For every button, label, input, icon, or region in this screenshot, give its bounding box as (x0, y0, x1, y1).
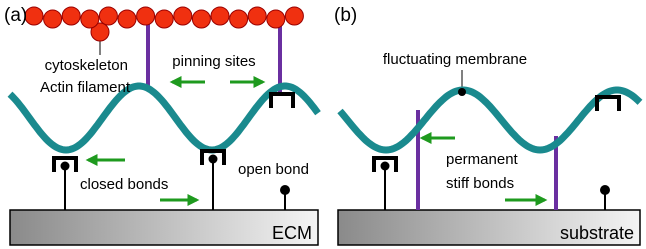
label: permanent (446, 151, 519, 168)
actin-monomer (62, 7, 80, 25)
open-bond (280, 185, 290, 195)
actin-monomer (285, 7, 303, 25)
pointer-dot (458, 88, 466, 96)
label: stiff bonds (446, 175, 514, 192)
actin-filament (25, 7, 303, 41)
panel-label: (b) (334, 5, 357, 26)
actin-monomer (230, 10, 248, 28)
panel-b: (b) fluctuating membrane permanent stiff… (334, 5, 640, 245)
base-label: substrate (560, 223, 634, 243)
actin-monomer (211, 7, 229, 25)
label: open bond (238, 161, 309, 178)
actin-monomer (137, 7, 155, 25)
bond-bracket (271, 94, 293, 108)
actin-monomer (192, 10, 210, 28)
label: pinning sites (172, 53, 255, 70)
actin-monomer (118, 10, 136, 28)
label: cytoskeleton (45, 57, 128, 74)
actin-monomer (248, 7, 266, 25)
panel-label: (a) (4, 5, 27, 26)
bond-ball (209, 155, 218, 164)
label: Actin filament (40, 79, 131, 96)
actin-monomer (267, 10, 285, 28)
actin-monomer (155, 10, 173, 28)
open-bond (600, 185, 610, 195)
bond-ball (61, 162, 70, 171)
actin-monomer (44, 10, 62, 28)
panel-a: (a) cytoskeleton Actin filament pinning … (4, 5, 318, 245)
base-label: ECM (272, 223, 312, 243)
label: closed bonds (80, 176, 168, 193)
actin-monomer (99, 7, 117, 25)
figure: (a) cytoskeleton Actin filament pinning … (0, 0, 646, 249)
actin-monomer (81, 10, 99, 28)
bond-ball (381, 162, 390, 171)
actin-monomer (174, 7, 192, 25)
label: fluctuating membrane (383, 51, 527, 68)
actin-monomer (25, 7, 43, 25)
